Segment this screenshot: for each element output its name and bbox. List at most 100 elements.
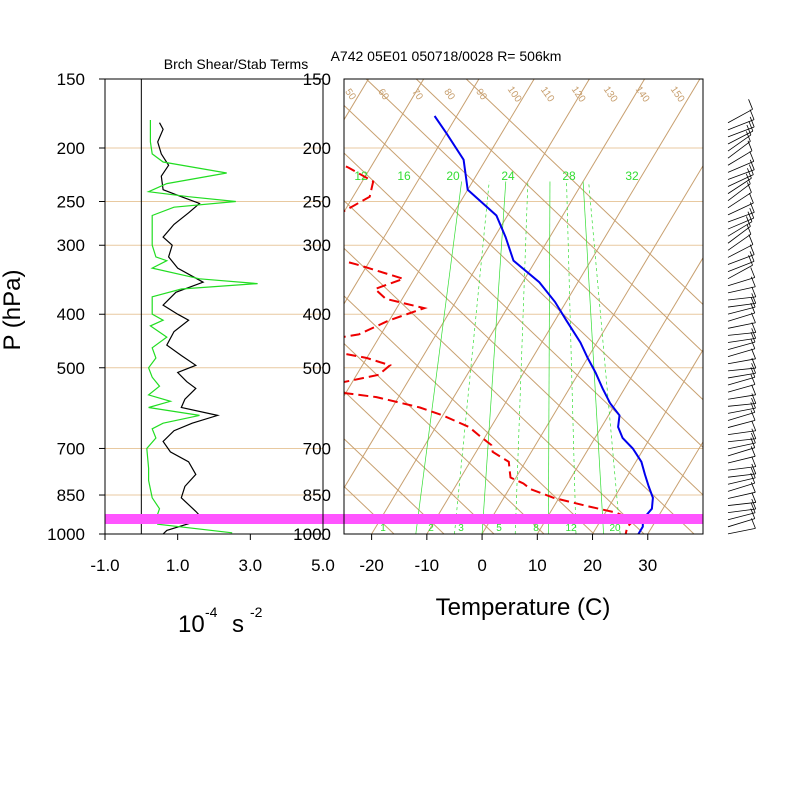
mixing-ratio-label: 28 [562, 169, 576, 183]
shear-stability-panel [105, 78, 323, 535]
temperature-x-tick: 20 [583, 556, 602, 575]
dry-adiabat [344, 438, 445, 534]
wind-barb-staff [727, 217, 754, 230]
wind-barb-staff [727, 348, 755, 358]
mixing-ratio-line [588, 181, 621, 534]
wind-barb-flag [751, 518, 756, 529]
mixing-ratio-line [566, 181, 577, 534]
wind-barb-staff [727, 407, 756, 414]
isotherm [647, 440, 703, 534]
dry-adiabat-label: 130 [601, 85, 620, 105]
wind-barb-staff [727, 358, 756, 365]
wind-barb-staff [727, 384, 756, 393]
wind-barb-flag [751, 384, 757, 395]
wind-barb-staff [727, 211, 755, 223]
left-x-axis-title: 10 -4 s -2 [178, 604, 263, 638]
dry-adiabat [344, 390, 495, 534]
wind-barb-staff [727, 306, 756, 315]
mixing-ratio-line [582, 181, 604, 534]
wind-barb-staff [727, 254, 755, 265]
left-pressure-tick: 850 [57, 486, 85, 505]
dry-adiabat [344, 533, 345, 534]
wind-barb-staff [727, 286, 756, 294]
wind-barb-staff [727, 141, 751, 159]
wind-barb-staff [727, 491, 756, 499]
dry-adiabat-label: 140 [633, 85, 652, 105]
wind-barb-staff [727, 260, 755, 272]
wind-barb-flag [748, 192, 754, 204]
wind-barb-flag [750, 410, 756, 421]
wind-barb-flag [750, 331, 756, 343]
wind-barb-flag [751, 463, 757, 475]
wind-barb-staff [727, 183, 751, 202]
wind-barb-staff [727, 119, 755, 131]
skewt-grid [0, 79, 800, 534]
wind-barb-flag [751, 492, 757, 503]
wind-barb-staff [727, 419, 756, 428]
left-pressure-tick: 500 [57, 359, 85, 378]
mixing-ratio-line [514, 181, 529, 534]
wind-barb-flag [751, 363, 756, 374]
wind-barb-flag [750, 276, 756, 287]
wind-barb-staff [727, 264, 753, 280]
wind-barb-flag [751, 328, 757, 339]
dry-adiabat [415, 79, 703, 353]
figure-title: A742 05E01 050718/0028 R= 506km [331, 48, 562, 64]
isotherm [758, 79, 800, 534]
mixing-ratio-label: 12 [354, 169, 368, 183]
wind-barb-flag [750, 446, 756, 457]
wind-barb-flag [748, 234, 754, 245]
left-x-axis-exponent: -4 [205, 604, 218, 620]
wind-barb-flag [750, 472, 756, 484]
left-pressure-tick: 150 [57, 70, 85, 89]
wind-barb-staff [727, 126, 755, 138]
temperature-x-tick: 10 [528, 556, 547, 575]
wind-barb-flag [748, 99, 753, 110]
dry-adiabat [0, 79, 294, 534]
right-pressure-tick: 300 [303, 236, 331, 255]
wind-barb-staff [727, 277, 755, 287]
right-pressure-tick: 1000 [293, 525, 331, 544]
wind-barb-flag [748, 255, 753, 266]
wind-barb-flag [751, 312, 756, 323]
wind-barb-flag [750, 437, 756, 448]
wind-barb-flag [749, 251, 755, 262]
wind-barb-flag [749, 151, 755, 162]
temperature-x-tick: 30 [638, 556, 657, 575]
wind-barb-flag [750, 502, 756, 513]
right-pressure-tick: 150 [303, 70, 331, 89]
temperature-x-tick: 0 [477, 556, 486, 575]
wind-barb-flag [751, 428, 757, 439]
wind-barb-flag [746, 124, 752, 136]
dry-adiabat [0, 79, 244, 534]
isotherm [426, 79, 701, 534]
wind-barb-flag [751, 357, 757, 369]
wind-barb-staff [727, 322, 756, 329]
wind-barb-flag [746, 131, 751, 142]
wind-barb-staff [727, 221, 753, 237]
wind-barb-flag [751, 498, 757, 510]
surface-band-rect [105, 514, 703, 524]
isotherm [0, 79, 203, 534]
wind-barb-flag [751, 348, 756, 359]
mixing-ratio-label: 16 [397, 169, 411, 183]
wind-barb-flag [746, 216, 751, 227]
wind-barb-column [727, 99, 757, 535]
wind-barb-flag [749, 244, 755, 255]
isotherm [344, 79, 535, 397]
wind-barb-staff [727, 430, 756, 436]
left-pressure-tick: 200 [57, 139, 85, 158]
dry-adiabat-label: 70 [409, 87, 425, 103]
wind-barb-staff [727, 312, 755, 322]
wind-barb-staff [727, 455, 756, 464]
left-panel-title: Brch Shear/Stab Terms [164, 56, 308, 72]
dry-adiabat [344, 342, 545, 534]
wind-barb-flag [747, 182, 752, 193]
wind-barb-flag [751, 397, 756, 409]
wind-barb-flag [751, 293, 757, 304]
wind-barb-flag [748, 120, 754, 132]
mixing-ratio-lower-label: 8 [533, 523, 539, 534]
wind-barb-flag [747, 140, 753, 151]
temperature-x-tick: -10 [415, 556, 440, 575]
